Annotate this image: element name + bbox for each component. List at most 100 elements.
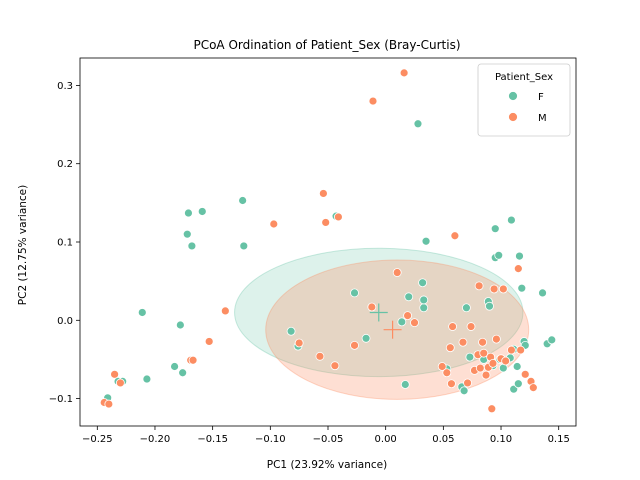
point-f <box>419 295 429 305</box>
legend: Patient_Sex FM <box>477 63 571 137</box>
point-m <box>442 368 452 378</box>
point-m <box>492 334 501 344</box>
y-tick-label: −0.1 <box>49 394 73 405</box>
group-centroids <box>369 303 402 339</box>
legend-label-m: M <box>538 113 547 124</box>
point-m <box>115 378 125 388</box>
point-m <box>520 369 530 379</box>
point-m <box>333 212 343 222</box>
x-tick-label: −0.15 <box>197 434 228 445</box>
point-m <box>204 337 214 346</box>
point-f <box>350 288 359 298</box>
point-m <box>450 231 460 241</box>
point-m <box>463 378 472 388</box>
point-f <box>170 362 179 371</box>
point-m <box>403 311 412 321</box>
point-f <box>184 208 193 218</box>
x-tick-label: 0.15 <box>548 434 570 445</box>
point-m <box>448 322 457 331</box>
point-m <box>501 356 511 366</box>
y-tick-label: 0.2 <box>57 159 73 170</box>
point-m <box>488 358 498 368</box>
centroid-f <box>369 303 388 322</box>
point-f <box>490 224 500 234</box>
point-m <box>478 337 487 347</box>
point-m <box>110 369 120 379</box>
point-f <box>465 352 475 362</box>
x-tick-label: −0.20 <box>140 434 171 445</box>
y-axis: −0.1 0.0 0.1 0.2 0.3 <box>49 81 80 405</box>
legend-marker-m <box>508 112 518 122</box>
point-f <box>404 292 414 302</box>
point-f <box>418 278 427 288</box>
point-f <box>178 368 188 378</box>
point-f <box>197 207 207 216</box>
point-f <box>142 374 152 384</box>
y-tick-label: 0.1 <box>57 238 73 249</box>
point-m <box>104 399 114 409</box>
x-tick-label: 0.00 <box>375 434 397 445</box>
point-m <box>220 306 230 316</box>
point-m <box>437 362 447 371</box>
x-tick-label: −0.10 <box>255 434 286 445</box>
point-m <box>399 68 409 78</box>
point-m <box>410 318 419 328</box>
y-tick-label: 0.0 <box>57 316 73 327</box>
point-f <box>513 379 523 389</box>
point-f <box>239 241 249 251</box>
y-axis-label: PC2 (12.75% variance) <box>17 185 29 305</box>
point-m <box>475 363 485 373</box>
point-m <box>516 345 526 355</box>
point-f <box>419 303 429 313</box>
point-m <box>294 338 304 348</box>
point-f <box>462 303 471 313</box>
point-m <box>489 284 499 294</box>
point-f <box>547 335 557 345</box>
point-m <box>466 322 476 331</box>
x-tick-label: 0.05 <box>432 434 454 445</box>
point-f <box>459 386 469 396</box>
point-f <box>286 326 296 336</box>
data-points <box>99 68 557 414</box>
point-f <box>512 362 522 371</box>
point-m <box>368 96 378 106</box>
point-m <box>513 264 523 274</box>
x-tick-label: 0.10 <box>490 434 512 445</box>
point-f <box>507 215 516 225</box>
point-f <box>397 317 407 327</box>
point-f <box>494 250 504 260</box>
x-axis: −0.25 −0.20 −0.15 −0.10 −0.05 0.00 0.05 0.10 0.1… <box>82 426 570 445</box>
centroid-m <box>383 320 402 339</box>
point-f <box>175 320 185 330</box>
point-m <box>392 268 402 277</box>
point-m <box>487 404 497 414</box>
point-m <box>445 343 455 353</box>
point-m <box>315 351 325 361</box>
point-f <box>421 236 431 246</box>
point-m <box>498 284 508 294</box>
point-f <box>137 308 147 317</box>
legend-label-f: F <box>538 92 544 103</box>
legend-title: Patient_Sex <box>495 72 553 83</box>
point-f <box>517 283 527 293</box>
x-tick-label: −0.05 <box>313 434 344 445</box>
point-m <box>474 281 484 291</box>
legend-box <box>477 63 571 137</box>
legend-marker-f <box>508 91 518 101</box>
chart-title: PCoA Ordination of Patient_Sex (Bray-Cur… <box>193 38 460 52</box>
point-m <box>447 379 456 389</box>
point-f <box>538 288 547 298</box>
point-m <box>458 337 468 347</box>
point-f <box>485 301 494 311</box>
point-m <box>330 361 340 371</box>
point-f <box>413 119 423 129</box>
point-m <box>350 340 359 350</box>
x-tick-label: −0.25 <box>82 434 113 445</box>
point-m <box>269 219 279 229</box>
point-m <box>507 345 516 355</box>
point-m <box>528 383 538 393</box>
point-f <box>361 333 371 343</box>
point-m <box>479 348 489 358</box>
point-f <box>187 241 197 251</box>
